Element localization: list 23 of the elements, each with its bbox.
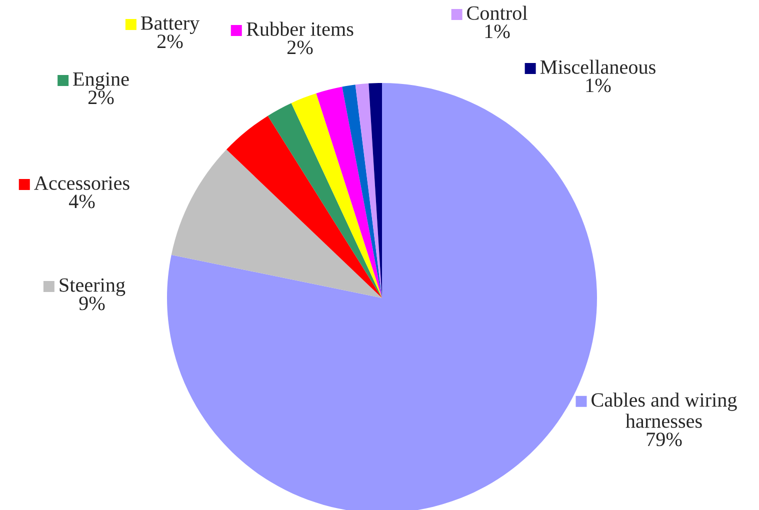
- pie-slice: [268, 103, 382, 298]
- pie-slice: [355, 83, 382, 298]
- legend-label: Miscellaneous: [540, 60, 656, 74]
- pie-slice: [316, 86, 382, 298]
- pie-slice: [291, 93, 382, 298]
- legend-label: Accessories: [34, 176, 130, 190]
- legend-label: Cables and wiring harnesses: [592, 392, 737, 428]
- data-label: 1%: [586, 78, 611, 92]
- legend-label: Rubber items: [246, 22, 354, 36]
- data-label: 2%: [287, 40, 313, 54]
- legend-label: Battery: [140, 16, 200, 34]
- data-label: 1%: [485, 24, 510, 38]
- data-label: 9%: [79, 296, 105, 310]
- data-label: 2%: [157, 34, 183, 48]
- data-label: 4%: [68, 194, 95, 208]
- data-label: 2%: [88, 90, 114, 104]
- legend-label: Steering: [60, 278, 126, 296]
- pie-slice: [226, 116, 382, 298]
- legend-label: Control: [467, 6, 528, 20]
- legend-label: Engine: [73, 72, 129, 90]
- data-label: 79%: [646, 432, 682, 446]
- pie-slice: [342, 84, 382, 298]
- pie-slice: [171, 150, 382, 298]
